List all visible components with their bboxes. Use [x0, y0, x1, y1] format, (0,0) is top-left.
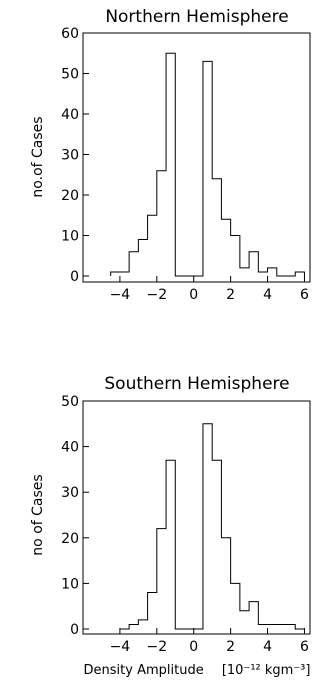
histogram-bin	[120, 272, 129, 276]
x-axis-label-text: Density Amplitude	[84, 663, 204, 678]
histogram-bin	[166, 460, 175, 629]
x-tick-label: −4	[110, 639, 131, 655]
y-tick-label: 60	[61, 26, 79, 42]
histogram-bin	[212, 179, 221, 276]
histogram-bin	[277, 624, 286, 629]
histogram-bin	[203, 424, 212, 629]
histogram-bin	[138, 620, 147, 629]
histogram-outline	[110, 52, 305, 277]
histogram-bin	[258, 272, 267, 276]
x-tick-label: 2	[226, 639, 235, 655]
x-tick-label: −2	[147, 639, 168, 655]
histogram-bin	[240, 611, 249, 629]
x-tick-label: 0	[189, 287, 198, 303]
histogram-bin	[212, 460, 221, 629]
y-tick-label: 10	[61, 576, 79, 592]
histogram-bin	[268, 624, 277, 629]
histogram-bin	[129, 624, 138, 629]
histogram-bin	[148, 593, 157, 629]
histogram-bin	[258, 624, 267, 629]
histogram-bin	[249, 252, 258, 276]
histogram-bin	[138, 240, 147, 276]
histogram-bin	[129, 252, 138, 276]
histogram-bin	[231, 583, 240, 629]
y-tick-label: 10	[61, 229, 79, 245]
y-tick-label: 20	[61, 188, 79, 204]
histogram-bin	[111, 272, 120, 276]
histogram-bin	[221, 538, 230, 629]
northern-hemisphere-panel: Northern Hemisphere no.of Cases 01020304…	[30, 7, 311, 303]
x-tick-label: 0	[189, 639, 198, 655]
chart-title: Southern Hemisphere	[104, 374, 289, 394]
y-tick-label: 0	[70, 622, 79, 638]
histogram-bin	[203, 61, 212, 276]
southern-hemisphere-panel: Southern Hemisphere no of Cases 01020304…	[30, 374, 311, 678]
y-ticks: 0 10 20 30 40 50	[61, 394, 89, 638]
x-tick-label: 4	[263, 639, 272, 655]
histogram-bin	[148, 215, 157, 276]
chart-title: Northern Hemisphere	[105, 7, 288, 27]
x-ticks: −4 −2 0 2 4 6	[110, 276, 309, 303]
plot-frame	[82, 400, 311, 635]
x-tick-label: 2	[226, 287, 235, 303]
y-tick-label: 30	[61, 148, 79, 164]
plot-frame	[82, 32, 311, 283]
y-tick-label: 20	[61, 531, 79, 547]
histogram-bin	[221, 219, 230, 276]
histogram-bin	[157, 529, 166, 629]
x-tick-label: 6	[300, 287, 309, 303]
x-tick-label: 4	[263, 287, 272, 303]
y-ticks: 0 10 20 30 40 50 60	[61, 26, 89, 285]
x-axis-label-unit: [10⁻¹² kgm⁻³]	[222, 663, 311, 678]
y-tick-label: 50	[61, 67, 79, 83]
y-tick-label: 40	[61, 440, 79, 456]
histogram-bin	[240, 268, 249, 276]
histogram-bin	[231, 236, 240, 277]
histogram-bin	[249, 602, 258, 629]
y-axis-label: no.of Cases	[30, 116, 46, 197]
x-tick-label: 6	[300, 639, 309, 655]
y-tick-label: 40	[61, 107, 79, 123]
x-ticks: −4 −2 0 2 4 6	[110, 628, 309, 655]
x-tick-label: −2	[147, 287, 168, 303]
histogram-bin	[166, 53, 175, 276]
y-tick-label: 30	[61, 485, 79, 501]
x-tick-label: −4	[110, 287, 131, 303]
y-tick-label: 0	[70, 269, 79, 285]
histogram-outline	[119, 423, 305, 630]
y-axis-label: no of Cases	[30, 474, 46, 555]
y-tick-label: 50	[61, 394, 79, 410]
x-axis-label: Density Amplitude [10⁻¹² kgm⁻³]	[84, 663, 311, 678]
histogram-bin	[286, 624, 295, 629]
histogram-bin	[295, 272, 304, 276]
histogram-bin	[268, 268, 277, 276]
histogram-bin	[157, 171, 166, 276]
